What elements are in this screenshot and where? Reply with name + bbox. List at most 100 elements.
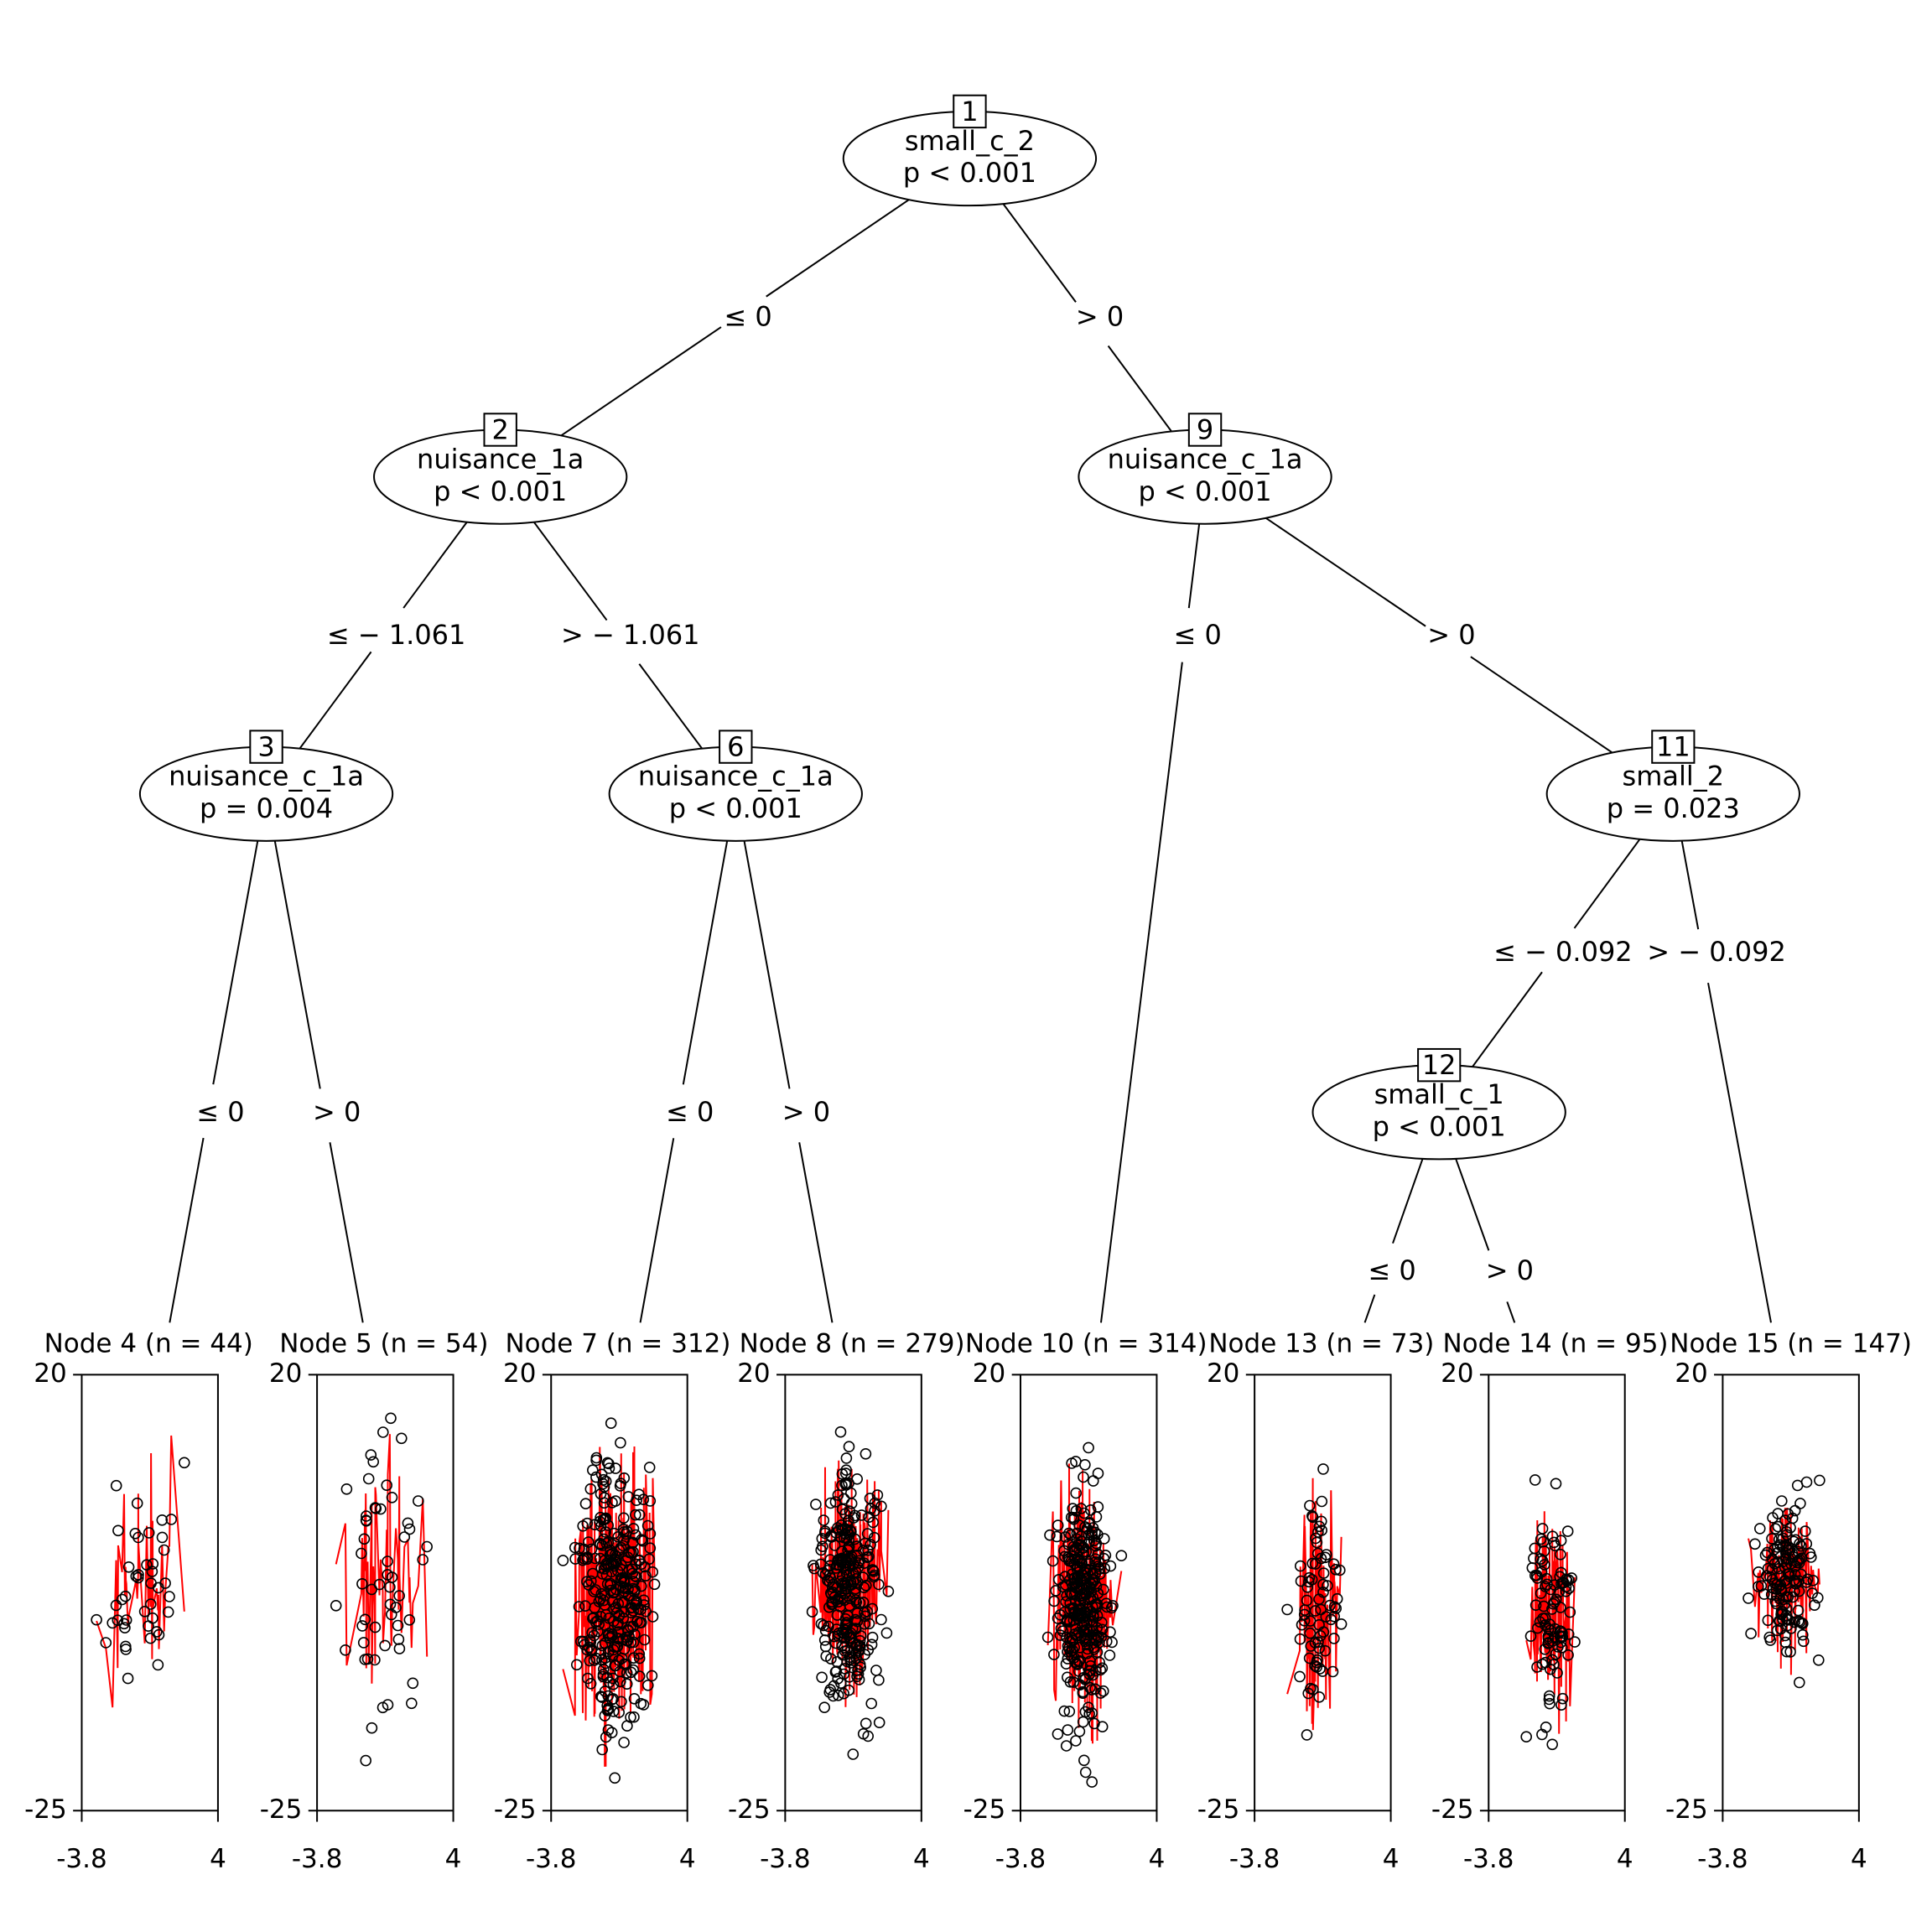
data-point [1317,1463,1329,1475]
data-point [823,1620,834,1633]
node-id: 1 [961,96,978,127]
data-point [601,1457,614,1469]
edge-9-10-lower [1099,662,1183,1323]
data-point [569,1553,581,1565]
edge-label-3-5: > 0 [313,1096,361,1128]
data-point [590,1452,603,1464]
data-point [1309,1605,1322,1617]
data-point [607,1644,620,1656]
data-point [606,1547,619,1560]
data-point [1060,1740,1072,1752]
data-point [615,1696,627,1708]
data-point [851,1540,863,1552]
data-point [633,1670,646,1682]
data-point [851,1549,864,1561]
data-point [865,1639,878,1650]
data-point [868,1569,880,1581]
data-point [825,1653,837,1665]
edge-3-5-lower [329,1142,364,1323]
data-point [593,1596,605,1607]
data-point [1531,1661,1543,1673]
data-point [377,1426,389,1438]
data-point [386,1492,398,1504]
data-point [1083,1708,1095,1720]
data-point [844,1569,855,1581]
data-point [122,1672,134,1685]
data-point [854,1661,866,1674]
data-point [621,1525,633,1538]
scatter-points [1041,1441,1128,1788]
data-point [819,1640,832,1653]
panel-frame [80,1374,219,1812]
data-point [613,1706,626,1718]
data-point [836,1504,849,1515]
data-point [1079,1587,1091,1599]
data-point [644,1542,657,1554]
data-point [621,1720,633,1732]
data-point [869,1497,881,1509]
x-tick-label-right: 4 [1149,1844,1166,1874]
data-point [1079,1459,1091,1471]
data-point [1059,1531,1072,1543]
data-point [640,1570,652,1581]
data-point [845,1550,858,1563]
data-point [858,1581,870,1593]
data-point [1046,1555,1059,1567]
data-point [841,1655,853,1668]
y-tick-label-top: 20 [1441,1358,1473,1389]
x-tick-label-left: -3.8 [760,1844,811,1874]
data-point [832,1690,844,1701]
data-point [577,1554,589,1566]
data-point [1327,1558,1340,1570]
edge-label-12-14: > 0 [1486,1254,1534,1286]
node-id: 12 [1422,1049,1457,1081]
data-point [1092,1561,1104,1572]
data-point [843,1684,855,1696]
data-point [1311,1547,1324,1560]
data-point [1082,1643,1093,1655]
data-point [837,1649,849,1661]
data-point [840,1464,853,1476]
data-point [873,1578,885,1591]
data-point [873,1674,885,1686]
data-point [1800,1538,1813,1550]
data-point [1529,1542,1541,1555]
edge-label-2-3: ≤ − 1.061 [327,619,466,651]
data-point [573,1601,585,1613]
data-point [1520,1731,1532,1742]
data-point [131,1497,143,1509]
data-point [860,1448,872,1460]
data-point [1530,1570,1541,1581]
data-point [599,1710,611,1722]
data-point [640,1605,652,1618]
data-point [818,1619,830,1632]
terminal-node-7: Node 7 (n = 312)20 -25 -3.8 4 [494,1328,731,1873]
data-point [584,1575,597,1587]
node-id-box [719,730,753,764]
edge-label-6-8: > 0 [782,1096,830,1128]
data-point [818,1701,831,1713]
scatter-points [1281,1463,1348,1741]
data-point [815,1618,828,1630]
data-point [810,1498,822,1510]
data-point [393,1590,406,1602]
data-point [624,1621,636,1633]
node-p-value: p < 0.001 [669,792,802,824]
data-point [358,1533,371,1545]
data-point [842,1610,854,1622]
node-id-box [1651,730,1696,764]
edge-11-12-upper [1573,839,1641,929]
data-point [1313,1642,1325,1654]
data-point [129,1528,142,1540]
x-tick-label-left: -3.8 [995,1844,1046,1874]
edge-label-9-10: ≤ 0 [1174,619,1222,651]
data-point [842,1514,854,1527]
data-point [586,1627,598,1639]
data-point [1539,1619,1551,1631]
data-point [1087,1669,1099,1681]
data-point [647,1566,659,1578]
data-point [834,1590,847,1602]
data-point [1547,1597,1560,1610]
data-point [392,1633,405,1645]
